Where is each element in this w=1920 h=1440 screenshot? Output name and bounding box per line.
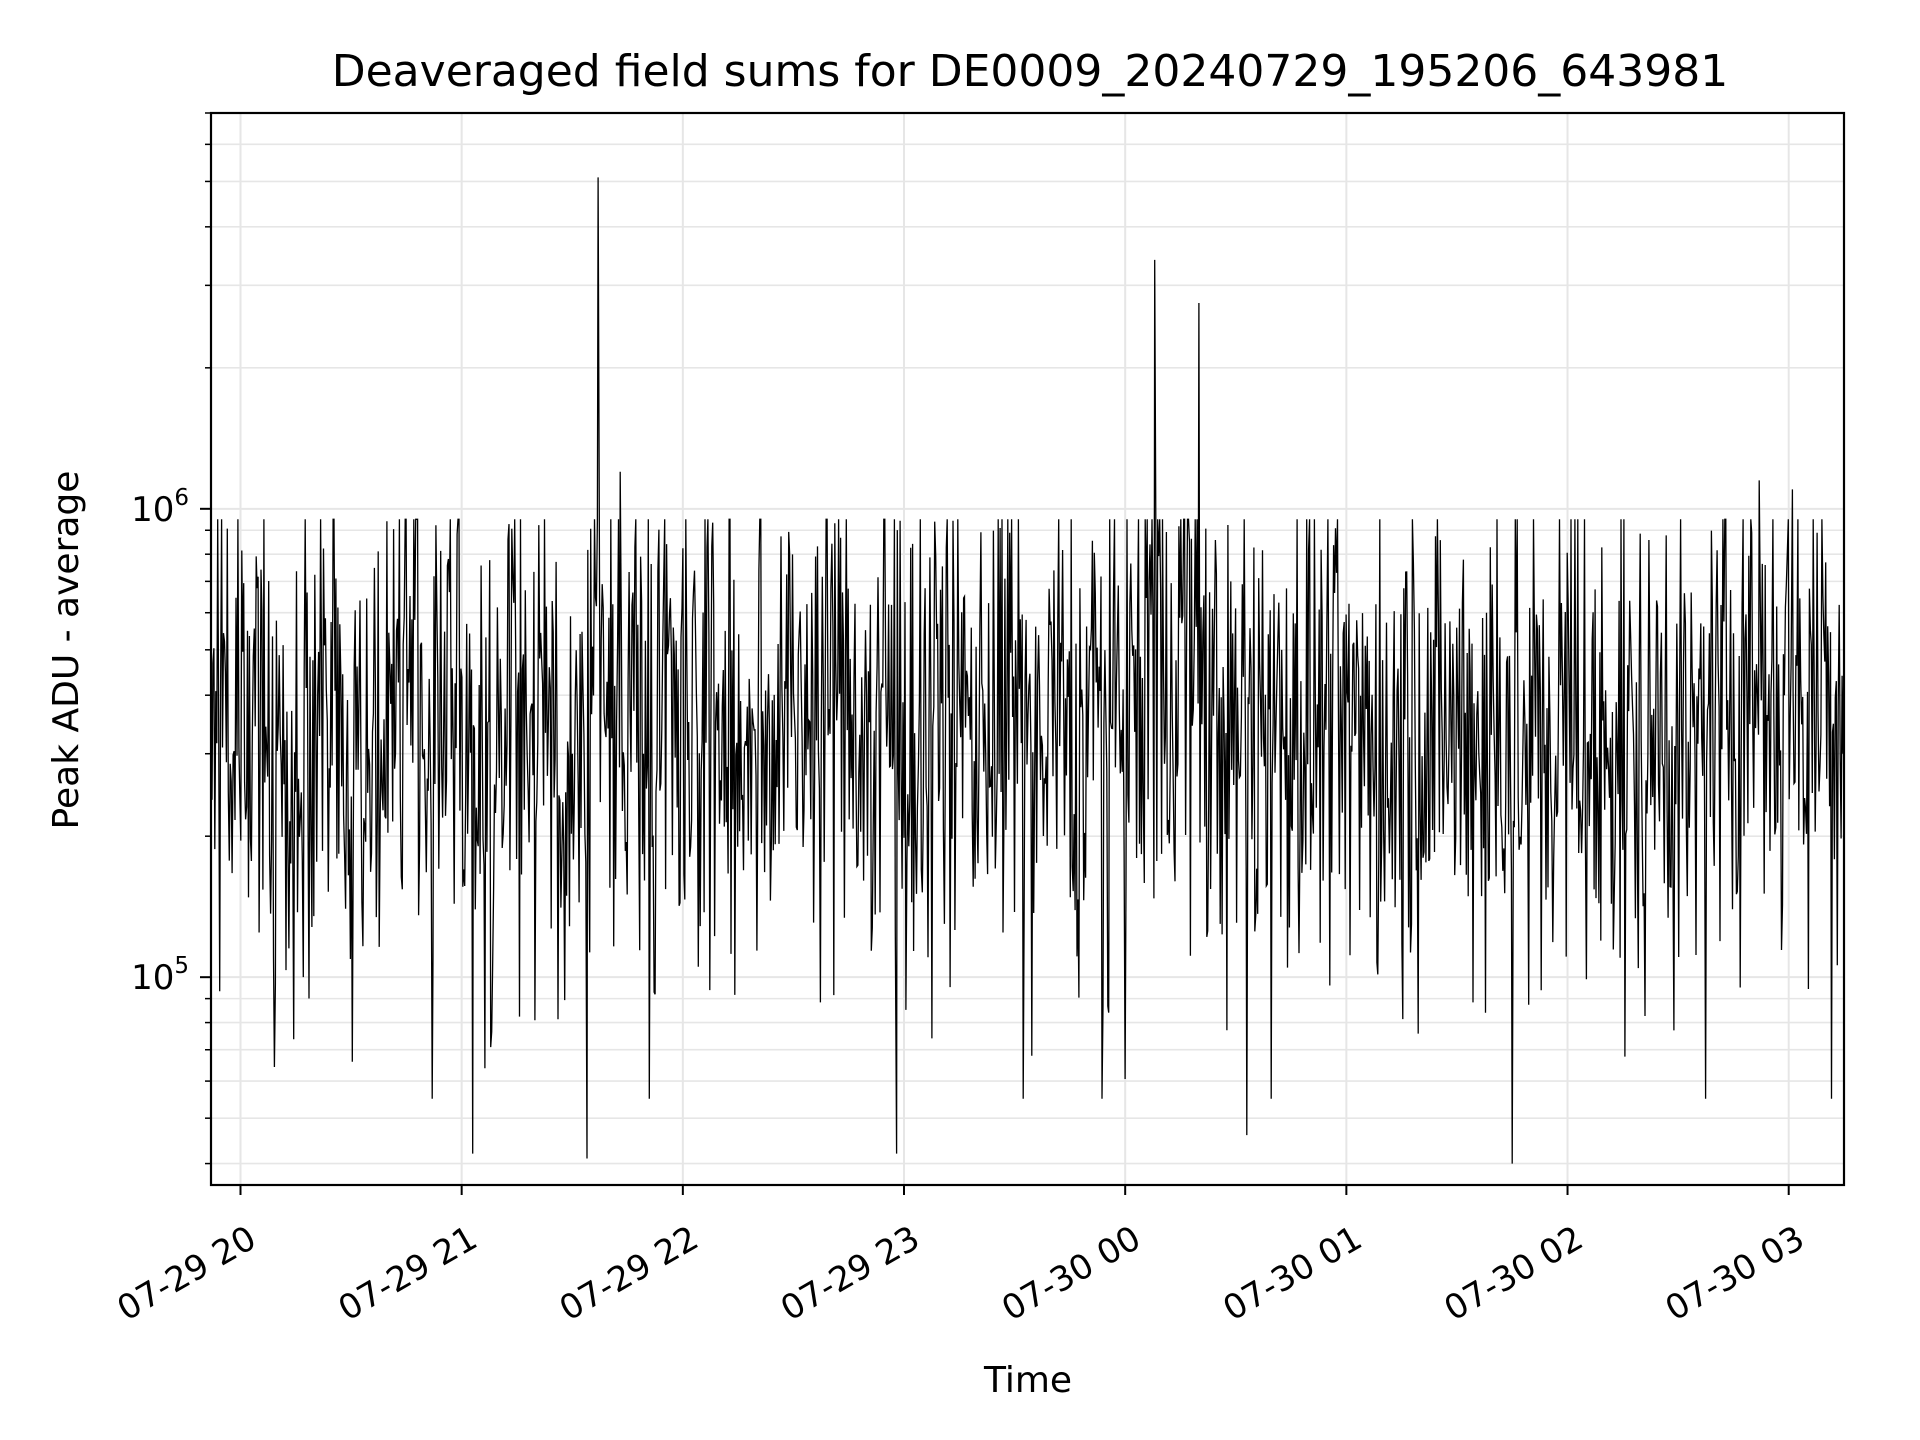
y-axis-label: Peak ADU - average — [46, 471, 87, 830]
chart-title: Deaveraged field sums for DE0009_2024072… — [332, 46, 1729, 97]
plot-frame — [209, 111, 1846, 1187]
x-axis-label: Time — [983, 1360, 1072, 1401]
y-tick-label: 105 — [131, 953, 189, 998]
series-line — [211, 177, 1844, 1164]
series-layer — [211, 177, 1844, 1164]
y-ticks: 105 106 — [131, 112, 211, 1165]
y-tick-label: 106 — [131, 485, 189, 530]
